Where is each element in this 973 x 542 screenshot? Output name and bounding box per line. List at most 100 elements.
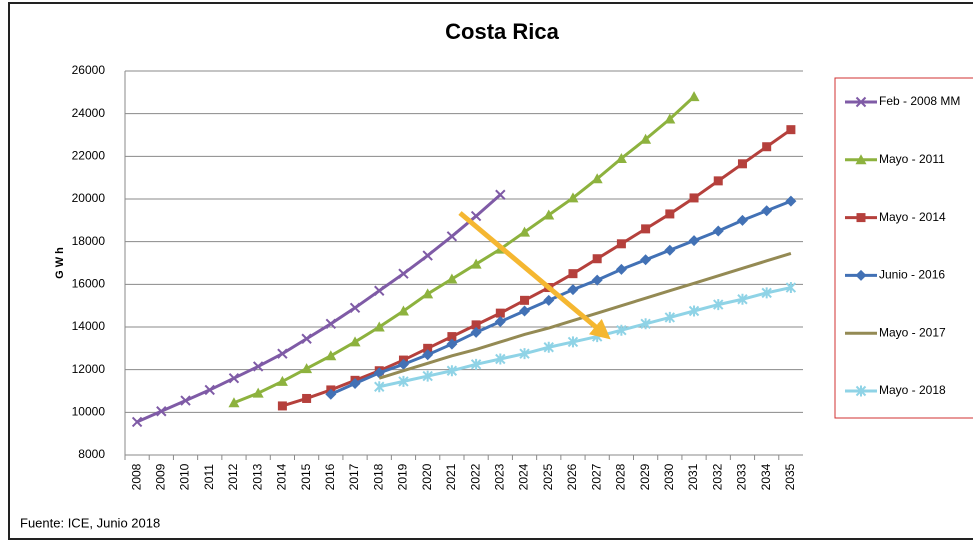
marker — [277, 348, 288, 359]
marker — [373, 367, 385, 379]
y-tick-label: 18000 — [72, 234, 106, 248]
x-tick-label: 2013 — [250, 463, 264, 490]
legend-box — [834, 77, 973, 419]
x-tick-label: 2027 — [589, 463, 603, 490]
x-tick-label: 2018 — [371, 463, 385, 490]
marker — [277, 401, 287, 411]
marker — [471, 320, 481, 330]
marker — [855, 96, 867, 108]
source: Fuente: ICE, Junio 2018 — [20, 515, 160, 530]
trend-arrow — [458, 211, 611, 340]
x-tick-label: 2009 — [153, 463, 167, 490]
marker — [422, 349, 434, 361]
marker — [855, 385, 867, 397]
marker — [640, 133, 652, 144]
x-tick-label: 2021 — [444, 463, 458, 490]
x-tick-label: 2033 — [735, 463, 749, 490]
x-tick-label: 2012 — [226, 463, 240, 490]
marker — [397, 358, 409, 370]
marker — [325, 388, 337, 400]
chart-title: Costa Rica — [445, 19, 559, 44]
marker — [495, 189, 506, 200]
marker — [301, 333, 312, 344]
marker — [712, 225, 724, 237]
marker — [615, 263, 627, 275]
marker — [349, 302, 361, 314]
legend-label: Mayo - 2014 — [879, 210, 946, 224]
marker — [228, 372, 240, 384]
marker — [276, 375, 288, 386]
x-tick-label: 2035 — [783, 463, 797, 490]
marker — [737, 159, 747, 169]
marker — [349, 378, 361, 390]
x-tick-label: 2022 — [468, 463, 482, 490]
y-tick-label: 10000 — [72, 405, 106, 419]
series-line — [281, 128, 792, 408]
y-tick-label: 20000 — [72, 191, 106, 205]
x-tick-label: 2034 — [759, 463, 773, 490]
y-tick-label: 14000 — [72, 319, 106, 333]
marker — [228, 397, 240, 408]
y-tick-label: 22000 — [72, 149, 106, 163]
legend-label: Mayo - 2018 — [879, 383, 946, 397]
marker — [856, 213, 866, 223]
x-tick-label: 2010 — [178, 463, 192, 490]
marker — [325, 350, 337, 361]
x-tick-label: 2031 — [686, 463, 700, 490]
marker — [422, 370, 433, 382]
marker — [374, 285, 385, 296]
y-tick-label: 12000 — [72, 362, 106, 376]
marker — [737, 293, 748, 305]
marker — [204, 384, 215, 396]
x-tick-label: 2032 — [710, 463, 724, 490]
x-tick-label: 2019 — [396, 463, 410, 490]
y-axis-label: G W h — [54, 247, 66, 279]
marker — [543, 294, 555, 306]
marker — [447, 332, 457, 342]
marker — [302, 393, 312, 403]
x-tick-label: 2017 — [347, 463, 361, 490]
marker — [616, 324, 627, 336]
legend: Feb - 2008 MM Mayo - 2011 Mayo - 2014 Junio… — [845, 94, 960, 397]
marker — [446, 338, 458, 350]
frame — [8, 2, 973, 540]
marker — [422, 250, 433, 261]
marker — [761, 287, 772, 299]
marker — [786, 125, 796, 135]
marker — [785, 282, 797, 294]
marker — [543, 341, 554, 353]
marker — [470, 358, 482, 370]
x-tick-label: 2029 — [638, 463, 652, 490]
marker — [664, 113, 676, 124]
marker — [689, 193, 699, 203]
marker — [592, 254, 602, 264]
x-tick-label: 2016 — [323, 463, 337, 490]
marker — [713, 299, 724, 311]
marker — [640, 254, 652, 266]
marker — [591, 173, 603, 184]
marker — [301, 363, 313, 374]
x-tick-label: 2024 — [517, 463, 531, 490]
marker — [373, 321, 385, 332]
marker — [325, 318, 337, 330]
marker — [446, 365, 458, 377]
marker — [615, 152, 627, 163]
marker — [665, 209, 675, 219]
marker — [567, 284, 579, 296]
marker — [591, 274, 603, 286]
marker — [761, 205, 773, 217]
x-tick-label: 2025 — [541, 463, 555, 490]
x-tick-label: 2030 — [662, 463, 676, 490]
series — [228, 91, 700, 408]
x-tick-label: 2023 — [492, 463, 506, 490]
plot: 8000 10000 12000 14000 16000 18000 20000 22000 2… — [72, 63, 803, 490]
marker — [422, 288, 434, 299]
marker — [641, 224, 651, 234]
marker — [180, 395, 191, 406]
y-tick-label: 16000 — [72, 277, 106, 291]
marker — [736, 214, 748, 226]
marker — [688, 305, 700, 317]
x-tick-label: 2026 — [565, 463, 579, 490]
